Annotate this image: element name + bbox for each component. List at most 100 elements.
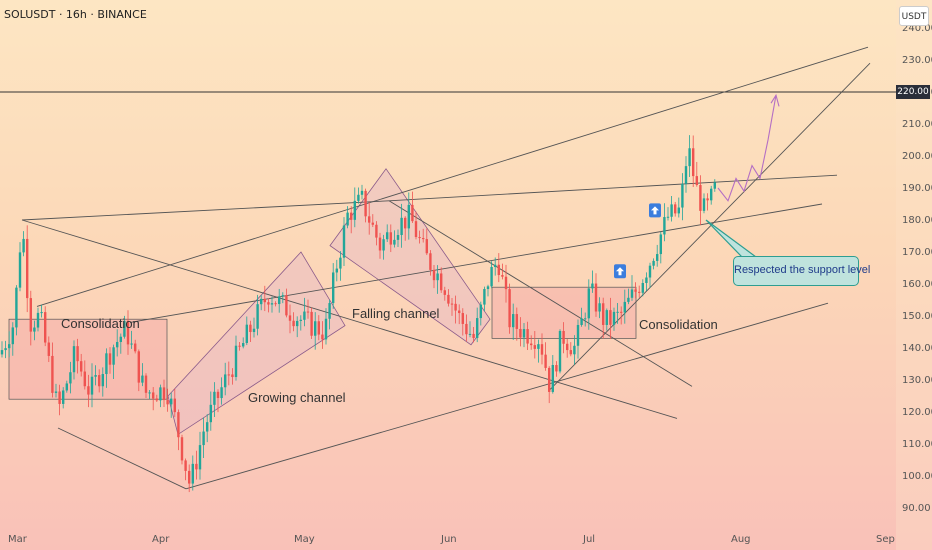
x-tick-label: Jul: [582, 534, 595, 545]
candle-body: [404, 217, 407, 229]
candle-body: [0, 350, 4, 355]
candle-body: [130, 343, 133, 345]
candle-body: [656, 254, 659, 261]
symbol-title[interactable]: SOLUSDT · 16h · BINANCE: [4, 8, 147, 21]
y-tick-label: 110.00: [902, 439, 932, 450]
y-tick-label: 240.00: [902, 23, 932, 34]
candle-body: [62, 390, 65, 404]
candle-body: [681, 183, 684, 208]
candle-body: [688, 148, 691, 167]
candle-body: [634, 289, 637, 292]
candle-body: [148, 392, 151, 394]
candle-body: [94, 375, 97, 377]
candle-body: [652, 260, 655, 266]
candle-body: [321, 334, 324, 340]
candle-body: [411, 204, 414, 222]
candle-body: [537, 344, 540, 349]
candle-body: [684, 166, 688, 184]
candle-body: [659, 234, 662, 255]
candle-body: [224, 374, 227, 388]
candle-body: [576, 324, 580, 346]
candle-body: [645, 277, 648, 284]
candle-body: [548, 367, 551, 392]
candles-layer: [0, 135, 716, 493]
annotation-falling-channel: Falling channel: [352, 306, 440, 321]
y-tick-label: 100.00: [902, 471, 932, 482]
candle-body: [155, 398, 158, 401]
candle-body: [119, 336, 122, 342]
candle-body: [670, 204, 673, 217]
candle-body: [346, 212, 349, 226]
candle-body: [573, 345, 576, 355]
annotation-consolidation-left: Consolidation: [61, 316, 140, 331]
candle-body: [616, 311, 619, 313]
candle-body: [501, 275, 504, 277]
candle-body: [249, 324, 252, 333]
candle-body: [173, 398, 176, 413]
candle-body: [663, 217, 666, 235]
candle-body: [116, 341, 119, 348]
candle-body: [198, 445, 202, 470]
candle-body: [285, 295, 288, 316]
candle-body: [296, 320, 299, 327]
candle-body: [357, 194, 360, 201]
candle-body: [15, 287, 18, 328]
candle-body: [105, 353, 108, 375]
candle-body: [710, 188, 713, 201]
candle-body: [263, 298, 266, 303]
trendline-mid-rising: [129, 203, 823, 323]
y-tick-label: 190.00: [902, 183, 932, 194]
candle-body: [368, 216, 371, 223]
candle-body: [490, 266, 493, 287]
price-level-tag: 220.00: [896, 85, 930, 99]
candle-body: [692, 148, 695, 177]
candle-body: [342, 225, 346, 258]
candle-body: [706, 198, 709, 201]
projection-path: [717, 95, 777, 202]
candle-body: [216, 391, 220, 399]
candle-body: [598, 303, 601, 312]
candle-body: [162, 387, 166, 401]
candle-body: [666, 216, 670, 218]
candle-body: [83, 371, 86, 387]
trendline-top-mid: [388, 174, 838, 202]
x-tick-label: Jun: [440, 534, 457, 545]
y-tick-label: 170.00: [902, 247, 932, 258]
candle-body: [339, 257, 342, 269]
candle-body: [530, 343, 533, 346]
candle-body: [526, 329, 529, 344]
currency-badge[interactable]: USDT: [899, 6, 929, 26]
candle-body: [288, 315, 292, 321]
candle-body: [540, 344, 544, 355]
y-tick-label: 90.00: [902, 503, 931, 514]
candle-body: [494, 264, 497, 267]
y-tick-label: 160.00: [902, 279, 932, 290]
candle-body: [558, 330, 562, 372]
candle-body: [594, 283, 598, 312]
candle-body: [177, 412, 180, 438]
candle-body: [587, 288, 590, 319]
candle-body: [648, 265, 652, 278]
candle-body: [371, 222, 374, 225]
candle-body: [40, 312, 43, 314]
growing-channel-shape: [167, 251, 346, 436]
trendline-top-left: [21, 200, 390, 221]
candle-body: [324, 318, 328, 340]
candle-body: [87, 386, 90, 395]
candle-body: [422, 238, 425, 240]
candle-body: [310, 311, 313, 336]
candle-body: [483, 289, 486, 305]
candle-body: [479, 304, 482, 319]
candle-body: [152, 392, 155, 399]
candle-body: [72, 346, 76, 373]
candle-body: [432, 269, 436, 281]
projection-layer: [614, 93, 780, 279]
candle-body: [544, 354, 547, 368]
candle-body: [476, 318, 479, 338]
falling-channel-extension: [388, 200, 693, 387]
candle-body: [400, 217, 403, 236]
candle-body: [360, 190, 364, 195]
candle-body: [256, 304, 259, 329]
candle-body: [180, 437, 184, 461]
